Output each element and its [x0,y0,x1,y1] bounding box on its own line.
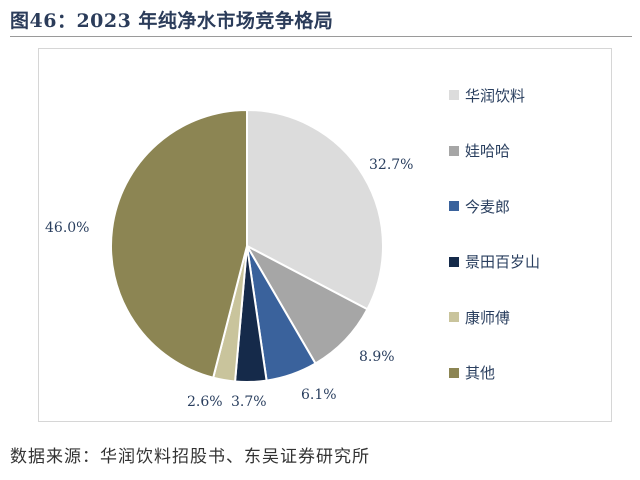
legend-item: 康师傅 [449,307,540,327]
pie-slice [246,108,384,311]
pie-data-label: 8.9% [359,349,395,365]
legend-label: 康师傅 [465,308,511,327]
legend-item: 景田百岁山 [449,252,540,272]
legend-swatch [449,312,459,322]
legend-item: 今麦郎 [449,196,540,216]
title-divider [10,36,632,37]
legend-swatch [449,256,459,267]
legend-swatch [449,90,459,100]
legend-label: 景田百岁山 [465,253,541,271]
legend-label: 今麦郎 [465,197,511,216]
legend-label: 其他 [465,364,496,382]
legend: 华润饮料娃哈哈今麦郎景田百岁山康师傅其他 [449,85,540,418]
legend-swatch [449,201,459,211]
legend-label: 娃哈哈 [465,142,511,160]
legend-item: 娃哈哈 [449,141,540,161]
chart-frame: 32.7% 8.9% 6.1% 3.7% 2.6% 46.0% 华润饮料娃哈哈今麦郎景田百… [38,48,612,422]
pie-chart: 32.7% 8.9% 6.1% 3.7% 2.6% 46.0% [45,108,413,410]
legend-swatch [449,145,459,156]
pie-data-label: 2.6% [187,394,223,410]
pie-data-label: 6.1% [301,387,337,403]
pie-data-label: 46.0% [45,220,89,236]
pie-data-label: 3.7% [231,394,267,410]
pie-slice [110,108,248,379]
pie-data-label: 32.7% [369,157,413,173]
legend-swatch [449,367,459,378]
legend-item: 其他 [449,363,540,383]
source-note: 数据来源：华润饮料招股书、东吴证券研究所 [10,447,370,467]
figure-title: 图46：2023 年纯净水市场竞争格局 [10,10,334,32]
legend-item: 华润饮料 [449,85,540,105]
legend-label: 华润饮料 [465,86,526,105]
